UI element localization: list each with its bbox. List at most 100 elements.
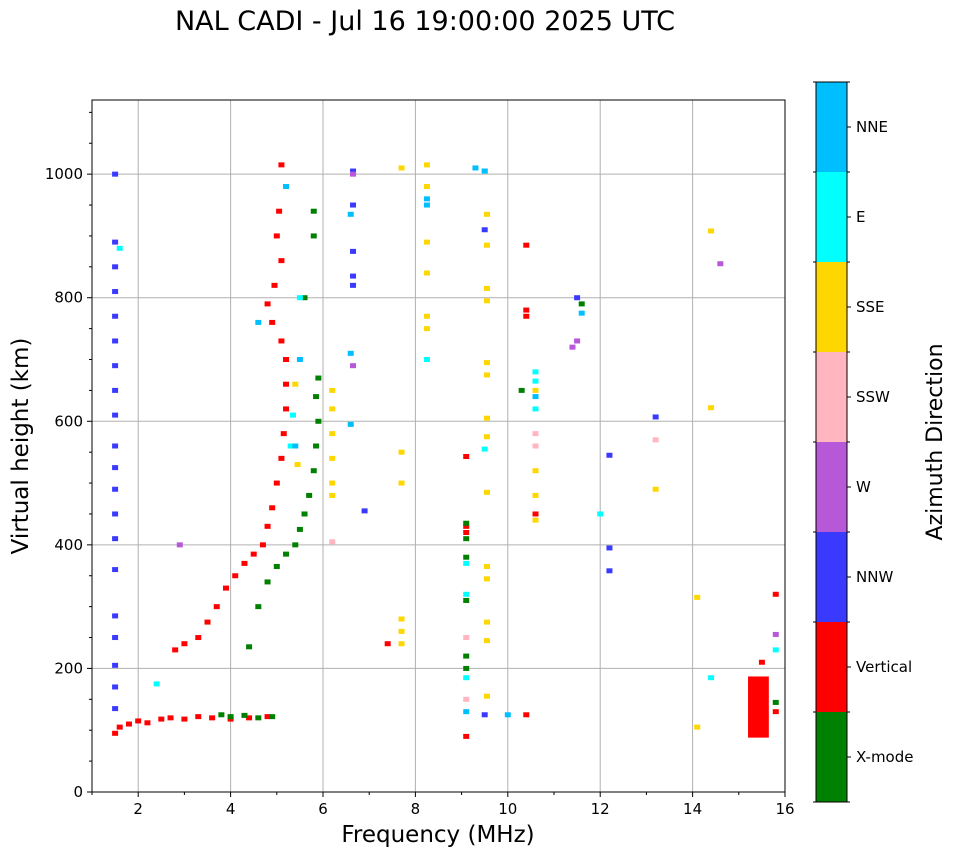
- echo-point-x-mode: [463, 536, 470, 542]
- echo-point-sse: [398, 616, 405, 622]
- echo-point-ssw: [652, 437, 659, 443]
- echo-point-vertical: [273, 480, 280, 486]
- echo-point-sse: [484, 242, 491, 248]
- echo-point-nne: [347, 421, 354, 427]
- echo-point-vertical: [167, 715, 174, 721]
- echo-point-x-mode: [227, 714, 234, 720]
- echo-point-sse: [329, 387, 336, 393]
- echo-point-vertical: [271, 282, 278, 288]
- echo-point-x-mode: [310, 233, 317, 239]
- echo-point-vertical: [264, 301, 271, 307]
- echo-point-e: [532, 378, 539, 384]
- echo-point-sse: [484, 576, 491, 582]
- echo-point-sse: [423, 239, 430, 245]
- x-tick-label: 16: [775, 800, 794, 818]
- echo-point-nnw: [112, 465, 119, 471]
- echo-point-nnw: [112, 239, 119, 245]
- echo-point-w: [717, 261, 724, 267]
- echo-point-sse: [708, 405, 715, 411]
- echo-point-nnw: [112, 443, 119, 449]
- x-tick-label: 6: [318, 800, 328, 818]
- echo-point-sse: [423, 270, 430, 276]
- echo-point-nnw: [112, 313, 119, 319]
- echo-point-vertical: [204, 619, 211, 625]
- echo-point-vertical: [269, 505, 276, 511]
- echo-point-nnw: [112, 289, 119, 295]
- echo-point-sse: [484, 360, 491, 366]
- echo-point-sse: [423, 313, 430, 319]
- echo-point-x-mode: [296, 526, 303, 532]
- colorbar-tick-label: NNE: [856, 118, 888, 136]
- echo-point-e: [481, 446, 488, 452]
- echo-point-sse: [423, 184, 430, 189]
- echo-point-e: [463, 560, 470, 566]
- colorbar-tick-label: Vertical: [856, 658, 912, 676]
- x-axis-ticks: 2 4 6 8 10 12 14 16: [91, 792, 795, 818]
- echo-point-nnw: [112, 635, 119, 641]
- echo-point-vertical: [250, 551, 257, 557]
- colorbar-tick-label: X-mode: [856, 748, 913, 766]
- echo-point-ssw: [463, 696, 470, 702]
- echo-point-sse: [652, 486, 659, 492]
- echo-point-nnw: [112, 363, 119, 369]
- x-tick-label: 8: [411, 800, 421, 818]
- echo-point-sse: [484, 298, 491, 304]
- echo-point-sse: [398, 449, 405, 455]
- x-tick-label: 14: [683, 800, 702, 818]
- echo-point-e: [532, 369, 539, 375]
- echo-point-x-mode: [255, 604, 262, 610]
- colorbar-tick-label: SSW: [856, 388, 890, 406]
- echo-point-nne: [532, 394, 539, 400]
- echo-point-ssw: [463, 635, 470, 641]
- x-tick-label: 12: [591, 800, 610, 818]
- echo-point-nne: [255, 319, 262, 325]
- echo-point-nne: [463, 709, 470, 715]
- echo-point-sse: [329, 406, 336, 412]
- echo-point-sse: [292, 381, 299, 387]
- echo-point-w: [772, 631, 779, 637]
- echo-point-sse: [423, 162, 430, 168]
- plot-frame: [91, 99, 786, 793]
- echo-point-e: [287, 443, 294, 449]
- colorbar-tick-label: E: [856, 208, 865, 226]
- echo-point-vertical: [246, 715, 253, 721]
- echo-point-nne: [423, 202, 430, 208]
- echo-point-vertical: [125, 721, 132, 727]
- echo-point-e: [532, 406, 539, 412]
- echo-point-sse: [398, 480, 405, 486]
- echo-point-x-mode: [313, 394, 320, 400]
- echo-point-nne: [423, 196, 430, 202]
- echo-point-nnw: [112, 536, 119, 542]
- echo-point-x-mode: [772, 699, 779, 705]
- echo-point-nnw: [606, 545, 613, 551]
- echo-point-nnw: [112, 706, 119, 712]
- echo-point-vertical: [283, 357, 290, 362]
- echo-point-vertical: [283, 381, 290, 387]
- echo-point-ssw: [532, 443, 539, 449]
- echo-point-sse: [329, 455, 336, 461]
- echo-point-vertical: [463, 530, 470, 535]
- echo-point-sse: [329, 431, 336, 437]
- echo-point-sse: [532, 387, 539, 393]
- echo-point-e: [423, 357, 430, 362]
- echo-point-nnw: [481, 712, 488, 718]
- echo-point-sse: [484, 372, 491, 378]
- echo-point-nnw: [112, 662, 119, 668]
- echo-point-x-mode: [292, 542, 299, 548]
- y-tick-label: 400: [54, 536, 83, 554]
- echo-point-vertical: [144, 720, 151, 726]
- echo-point-nne: [472, 165, 479, 171]
- echo-point-nnw: [112, 567, 119, 573]
- echo-point-nne: [292, 443, 299, 449]
- echo-point-vertical: [116, 724, 123, 730]
- colorbar-segment: [816, 622, 847, 712]
- chart-title: NAL CADI - Jul 16 19:00:00 2025 UTC: [174, 6, 676, 37]
- echo-point-vertical: [222, 585, 229, 591]
- colorbar-segment: [816, 82, 847, 172]
- echo-point-vertical: [259, 542, 266, 548]
- echo-point-vertical: [278, 162, 285, 168]
- echo-point-nne: [347, 350, 354, 356]
- echo-point-sse: [484, 211, 491, 217]
- echo-point-vertical: [135, 718, 142, 724]
